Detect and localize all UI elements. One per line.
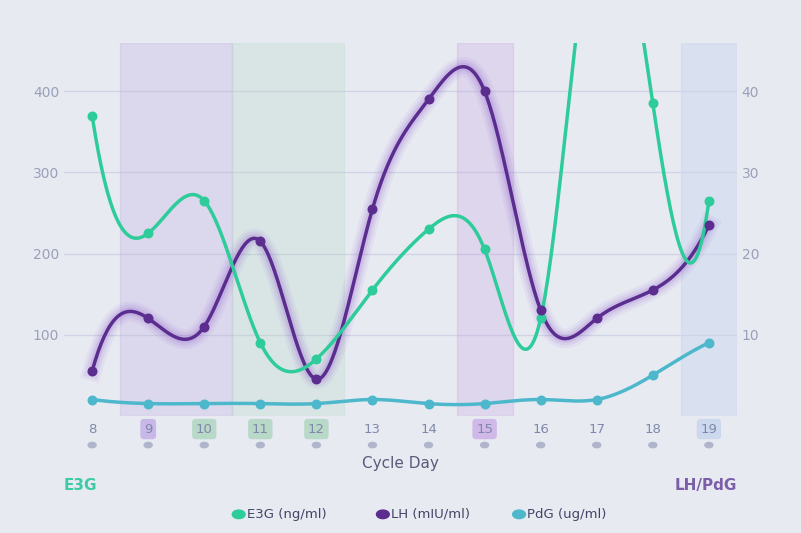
- Text: 15: 15: [476, 423, 493, 435]
- Text: 9: 9: [144, 423, 152, 435]
- Point: [310, 354, 323, 363]
- Point: [86, 367, 99, 375]
- Text: 17: 17: [588, 423, 606, 435]
- Point: [198, 197, 211, 205]
- Text: E3G (ng/ml): E3G (ng/ml): [247, 508, 326, 521]
- Point: [366, 205, 379, 213]
- Bar: [120, 43, 232, 416]
- Point: [310, 399, 323, 408]
- Point: [254, 237, 267, 246]
- Point: [702, 197, 715, 205]
- Text: 8: 8: [88, 423, 96, 435]
- Bar: [232, 43, 344, 416]
- Point: [590, 395, 603, 404]
- Text: 12: 12: [308, 423, 325, 435]
- Point: [366, 286, 379, 294]
- Point: [534, 314, 547, 322]
- Point: [534, 306, 547, 314]
- Text: E3G: E3G: [64, 478, 98, 492]
- Text: 14: 14: [420, 423, 437, 435]
- Point: [422, 95, 435, 104]
- Point: [646, 99, 659, 108]
- Text: 16: 16: [532, 423, 549, 435]
- Text: PdG (ug/ml): PdG (ug/ml): [527, 508, 606, 521]
- Text: 18: 18: [644, 423, 662, 435]
- Point: [310, 375, 323, 384]
- Text: LH/PdG: LH/PdG: [674, 478, 737, 492]
- Point: [254, 338, 267, 347]
- Point: [478, 399, 491, 408]
- Point: [142, 399, 155, 408]
- Point: [422, 399, 435, 408]
- Point: [478, 87, 491, 95]
- Point: [198, 322, 211, 331]
- Text: Cycle Day: Cycle Day: [362, 456, 439, 471]
- Point: [646, 286, 659, 294]
- Point: [590, 314, 603, 322]
- Point: [478, 245, 491, 254]
- Point: [422, 225, 435, 233]
- Point: [198, 399, 211, 408]
- Point: [254, 399, 267, 408]
- Text: 10: 10: [195, 423, 213, 435]
- Point: [86, 111, 99, 120]
- Point: [142, 229, 155, 238]
- Point: [142, 314, 155, 322]
- Text: 19: 19: [700, 423, 718, 435]
- Point: [702, 221, 715, 229]
- Text: 13: 13: [364, 423, 381, 435]
- Text: LH (mIU/ml): LH (mIU/ml): [391, 508, 470, 521]
- Point: [646, 371, 659, 379]
- Point: [86, 395, 99, 404]
- Point: [534, 395, 547, 404]
- Text: 11: 11: [252, 423, 269, 435]
- Point: [702, 338, 715, 347]
- Bar: [681, 43, 737, 416]
- Bar: [457, 43, 513, 416]
- Point: [366, 395, 379, 404]
